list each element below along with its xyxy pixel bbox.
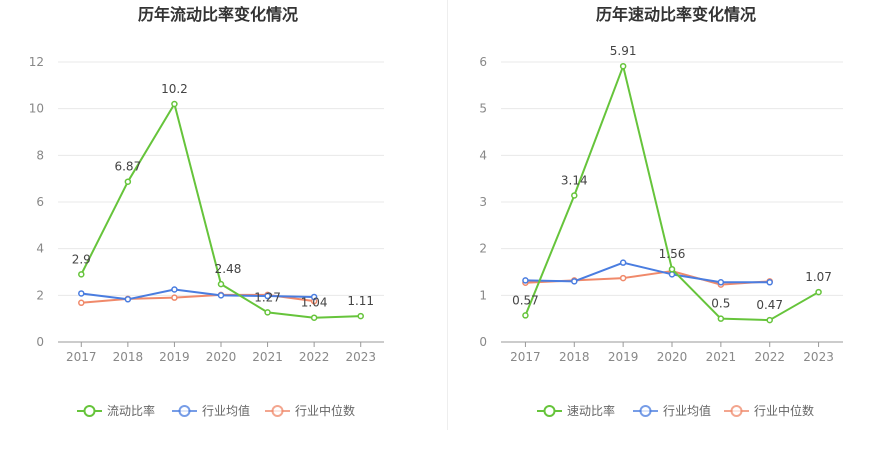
legend-swatch-marker — [639, 405, 652, 417]
data-point-series-1 — [571, 278, 578, 285]
data-point-series-1 — [522, 277, 529, 284]
x-tick-label: 2017 — [510, 350, 541, 364]
chart-1-group: 历年速动比率变化情况 0 1 2 3 4 5 6 2017 2018 2019 2020 2021 202… — [479, 5, 843, 418]
quick-ratio-chart: 历年速动比率变化情况 0 1 2 3 4 5 6 2017 2018 2019 2020 2021 202… — [479, 5, 843, 418]
y-tick-label: 3 — [479, 195, 487, 209]
x-tick-label: 2019 — [159, 350, 190, 364]
data-label: 1.11 — [347, 294, 374, 308]
legend-label: 行业中位数 — [295, 403, 355, 418]
data-point-series-1 — [619, 259, 627, 266]
y-tick-label: 0 — [479, 335, 487, 349]
x-tick-label: 2022 — [299, 350, 330, 364]
data-point-series-0 — [522, 312, 529, 319]
legend-label: 速动比率 — [567, 403, 615, 418]
x-tick-label: 2017 — [66, 350, 97, 364]
x-tick-label: 2020 — [206, 350, 237, 364]
data-point-series-0 — [310, 314, 318, 321]
data-point-series-1 — [171, 286, 178, 293]
x-tick-label: 2022 — [754, 350, 785, 364]
legend-label: 行业中位数 — [754, 403, 814, 418]
data-label: 1.07 — [805, 270, 832, 284]
data-point-series-0 — [217, 280, 225, 288]
data-label: 1.27 — [254, 290, 281, 304]
legend-label: 行业均值 — [202, 403, 250, 418]
data-point-series-0 — [171, 100, 178, 108]
data-label: 5.91 — [610, 44, 637, 58]
data-label: 2.48 — [215, 262, 242, 276]
y-tick-label: 6 — [479, 55, 487, 69]
data-point-series-1 — [217, 292, 225, 299]
data-point-series-1 — [264, 292, 271, 300]
chart-title: 历年流动比率变化情况 — [138, 5, 298, 24]
y-tick-label: 4 — [479, 148, 487, 162]
y-tick-label: 1 — [479, 288, 487, 302]
x-tick-label: 2021 — [706, 350, 737, 364]
data-label: 0.5 — [711, 297, 730, 311]
data-label: 6.87 — [114, 160, 141, 174]
chart-title: 历年速动比率变化情况 — [596, 5, 756, 24]
data-label: 1.04 — [301, 296, 328, 310]
data-label: 0.47 — [756, 298, 783, 312]
data-point-series-0 — [264, 309, 271, 316]
legend-swatch-marker — [543, 405, 556, 417]
x-tick-label: 2019 — [608, 350, 639, 364]
data-point-series-0 — [766, 316, 773, 324]
data-label: 0.57 — [512, 293, 539, 307]
current-ratio-chart: 历年流动比率变化情况 0 2 4 6 8 10 12 2017 2018 2019 2020 2021 2… — [29, 5, 384, 418]
data-label: 10.2 — [161, 82, 188, 96]
data-point-series-1 — [124, 296, 132, 303]
x-tick-label: 2023 — [345, 350, 376, 364]
y-tick-label: 5 — [479, 102, 487, 116]
y-tick-label: 0 — [36, 335, 44, 349]
x-tick-label: 2023 — [803, 350, 834, 364]
series-line-1 — [81, 288, 315, 301]
data-point-series-0 — [619, 62, 627, 70]
y-tick-label: 2 — [36, 288, 44, 302]
y-tick-label: 10 — [29, 102, 44, 116]
y-tick-label: 8 — [36, 148, 44, 162]
data-point-series-0 — [717, 315, 725, 322]
legend-label: 行业均值 — [663, 403, 711, 418]
data-point-series-0 — [124, 178, 132, 185]
x-tick-label: 2020 — [657, 350, 688, 364]
data-label: 2.9 — [72, 252, 91, 266]
data-point-series-1 — [78, 290, 85, 297]
y-tick-label: 6 — [36, 195, 44, 209]
data-point-series-0 — [571, 192, 578, 199]
data-point-series-0 — [357, 312, 364, 320]
y-tick-label: 12 — [29, 55, 44, 69]
y-tick-label: 4 — [36, 242, 44, 256]
data-point-series-2 — [78, 299, 85, 307]
data-point-series-0 — [668, 265, 676, 273]
data-point-series-1 — [668, 271, 676, 278]
legend-swatch-marker — [271, 405, 284, 417]
data-point-series-0 — [78, 271, 85, 278]
data-point-series-1 — [717, 279, 725, 286]
data-point-series-1 — [766, 279, 773, 286]
data-label: 1.56 — [659, 247, 686, 261]
chart-panel-current-ratio: 历年流动比率变化情况 0 2 4 6 8 10 12 2017 2018 2019 2020 2021 2… — [29, 5, 384, 418]
chart-0-group: 历年流动比率变化情况 0 2 4 6 8 10 12 2017 2018 2019 2020 2021 2… — [29, 5, 384, 418]
legend-label: 流动比率 — [107, 403, 155, 418]
x-tick-label: 2021 — [252, 350, 283, 364]
data-point-series-2 — [619, 274, 627, 282]
data-point-series-1 — [310, 293, 318, 301]
x-tick-label: 2018 — [559, 350, 590, 364]
y-tick-label: 2 — [479, 242, 487, 256]
x-tick-label: 2018 — [113, 350, 144, 364]
data-label: 3.14 — [561, 173, 588, 187]
panel-divider — [447, 0, 448, 430]
chart-panel-quick-ratio: 历年速动比率变化情况 0 1 2 3 4 5 6 2017 2018 2019 2020 2021 202… — [449, 0, 893, 458]
legend-swatch-marker — [83, 405, 96, 417]
data-point-series-0 — [815, 288, 822, 296]
legend-swatch-marker — [178, 405, 191, 417]
data-point-series-2 — [171, 294, 178, 301]
legend-swatch-marker — [730, 405, 743, 417]
series-line-1 — [525, 261, 770, 284]
